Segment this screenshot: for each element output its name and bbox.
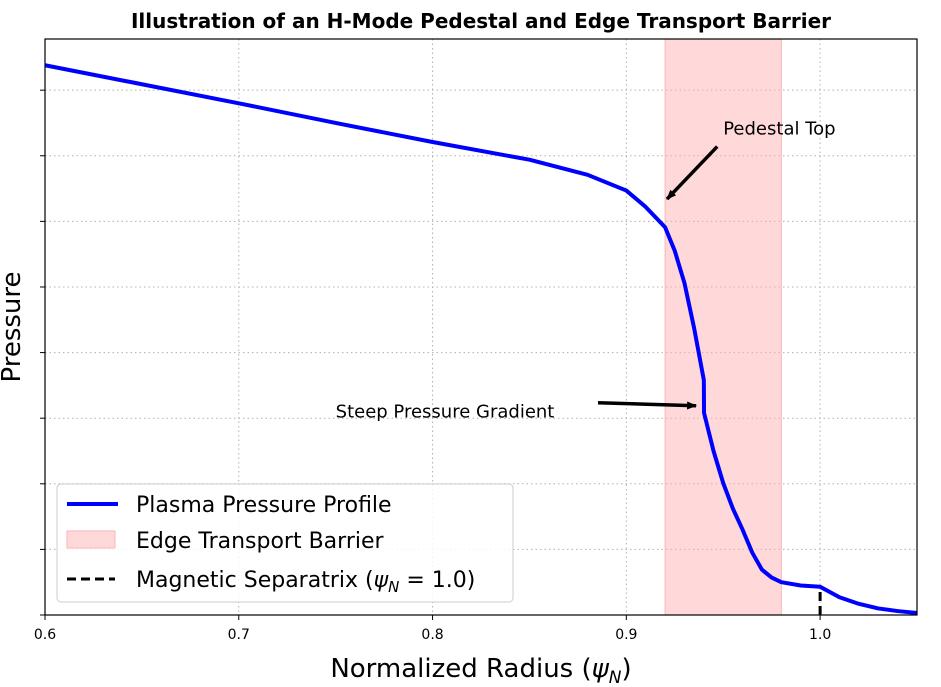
pressure-profile-line: [44, 63, 918, 616]
legend-label-separatrix: Magnetic Separatrix (ψN = 1.0): [136, 568, 475, 596]
chart-title: Illustration of an H-Mode Pedestal and E…: [131, 9, 831, 33]
axis-ticks: 0.6 0.7 0.8 0.9 1.0: [34, 89, 831, 643]
x-tick-label: 1.0: [809, 627, 831, 643]
legend-box: [56, 483, 514, 603]
legend: Plasma Pressure Profile Edge Transport B…: [56, 483, 514, 603]
annotation-steep-gradient: Steep Pressure Gradient: [336, 402, 555, 423]
x-tick-label: 0.8: [421, 627, 443, 643]
legend-label-profile: Plasma Pressure Profile: [136, 493, 392, 518]
legend-swatch-barrier: [66, 530, 116, 549]
y-axis-label: Pressure: [0, 271, 27, 382]
legend-label-barrier: Edge Transport Barrier: [136, 529, 385, 554]
x-tick-label: 0.7: [228, 627, 250, 643]
arrow-steep-gradient: [597, 400, 698, 410]
edge-transport-barrier-band: [664, 38, 782, 616]
annotation-pedestal-top: Pedestal Top: [723, 119, 835, 140]
plot-frame: [44, 38, 918, 616]
annotations: Pedestal Top Steep Pressure Gradient: [336, 119, 836, 423]
x-tick-label: 0.9: [615, 627, 637, 643]
x-axis-label: Normalized Radius (ψN): [330, 654, 631, 687]
arrow-pedestal-top: [665, 145, 719, 201]
x-tick-label: 0.6: [34, 627, 56, 643]
